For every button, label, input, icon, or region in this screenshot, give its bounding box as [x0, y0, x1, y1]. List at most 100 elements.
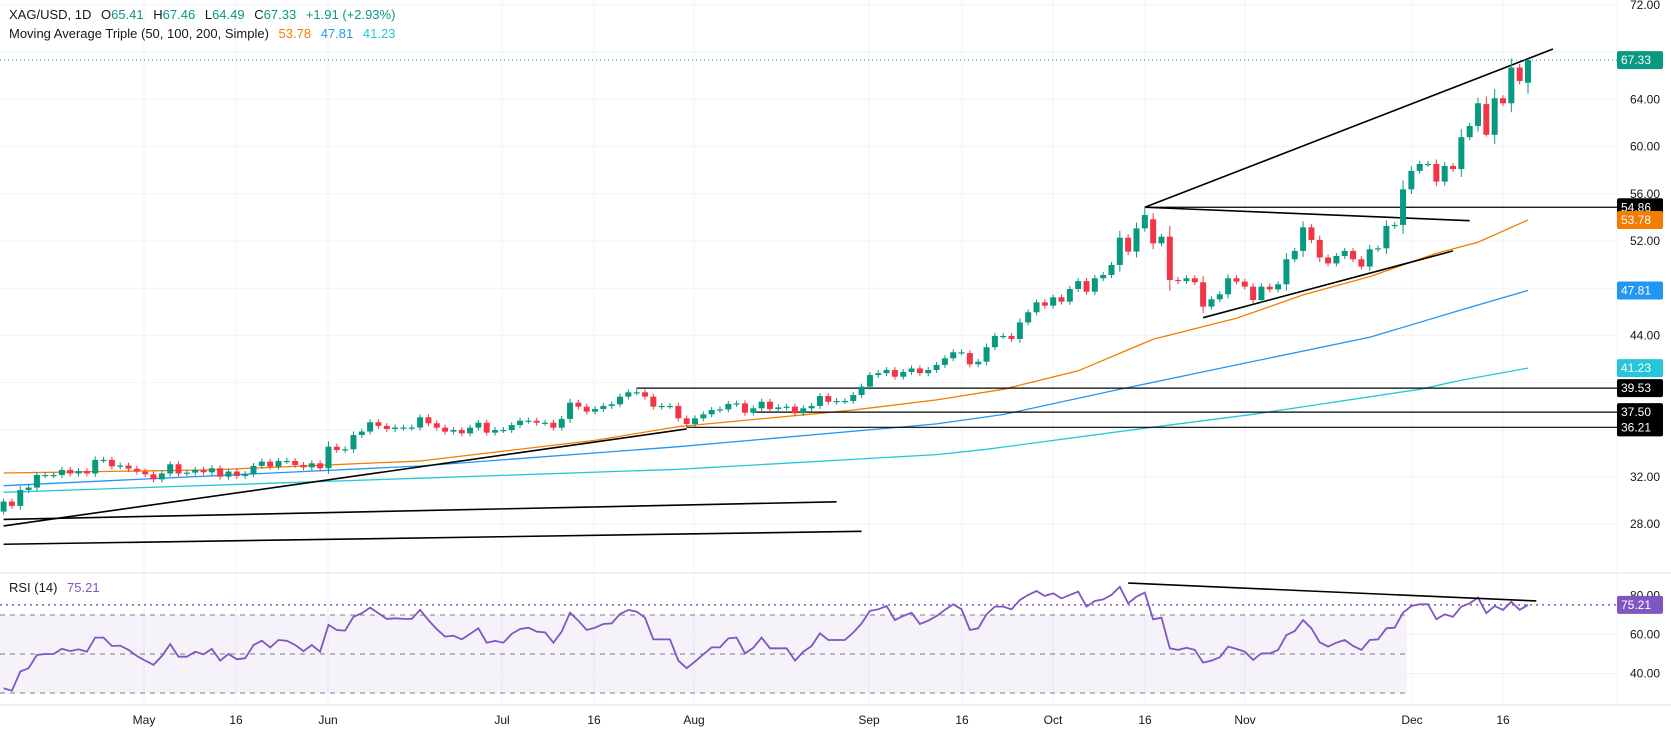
- candle: [375, 419, 382, 429]
- candle: [1058, 294, 1065, 305]
- candle: [908, 365, 915, 375]
- candle: [0, 498, 7, 515]
- candle: [1125, 234, 1132, 256]
- candle: [1316, 235, 1323, 262]
- candle: [525, 417, 532, 424]
- candle-body: [708, 409, 715, 415]
- candle: [483, 419, 490, 436]
- rsi-badge: [1617, 595, 1663, 614]
- time-axis-label: Sep: [858, 713, 880, 727]
- candle: [925, 367, 932, 377]
- candle-body: [1358, 259, 1365, 267]
- candle: [408, 424, 415, 431]
- candle-body: [617, 396, 624, 405]
- candle: [42, 472, 49, 478]
- candle: [650, 393, 657, 410]
- candle-body: [1275, 284, 1282, 290]
- candle: [667, 403, 673, 409]
- candle: [1516, 64, 1523, 85]
- candle: [425, 414, 432, 427]
- candle: [716, 406, 723, 413]
- candle: [267, 458, 274, 470]
- candle: [1450, 163, 1457, 172]
- candle: [183, 469, 190, 477]
- price-tick-label: 72.00: [1630, 0, 1660, 12]
- candle-body: [1250, 286, 1257, 300]
- candle-body: [525, 420, 532, 422]
- candle-body: [67, 469, 74, 474]
- candle: [100, 456, 107, 463]
- candle: [458, 427, 465, 437]
- candle-body: [192, 469, 199, 473]
- high-label: H: [153, 7, 163, 22]
- candle-body: [158, 473, 165, 480]
- candle-body: [1008, 335, 1015, 339]
- time-axis-label: 16: [1496, 713, 1510, 727]
- candle: [1108, 262, 1115, 278]
- candle: [1083, 278, 1090, 295]
- candle-body: [1175, 279, 1182, 282]
- candle: [433, 420, 440, 431]
- candle: [983, 343, 990, 366]
- candle: [67, 466, 74, 477]
- rsi-legend[interactable]: RSI (14) 75.21: [9, 580, 106, 595]
- candle-body: [1325, 257, 1332, 264]
- time-axis-label: Nov: [1234, 713, 1255, 727]
- candle: [1391, 222, 1398, 229]
- candle: [117, 462, 124, 470]
- candle-body: [1408, 170, 1415, 190]
- candle: [150, 471, 157, 483]
- candle: [292, 458, 299, 468]
- candle-body: [683, 418, 690, 425]
- price-badge-label: 54.86: [1621, 200, 1651, 214]
- candle: [533, 417, 540, 426]
- candle-body: [1300, 227, 1307, 251]
- candle: [350, 431, 357, 453]
- price-badge: [1617, 210, 1663, 229]
- candle-body: [275, 460, 282, 467]
- candle-body: [925, 369, 932, 374]
- candle-body: [1033, 302, 1040, 313]
- open-label: O: [100, 7, 112, 22]
- ma-title: Moving Average Triple (50, 100, 200, Sim…: [9, 26, 269, 41]
- candle-body: [308, 463, 315, 468]
- candle-body: [1433, 163, 1440, 182]
- candle: [733, 400, 740, 407]
- candle-body: [133, 468, 140, 472]
- candle: [1116, 230, 1123, 272]
- candle-body: [1133, 228, 1140, 252]
- candle-body: [1066, 289, 1073, 302]
- candle: [1358, 256, 1365, 270]
- candle-body: [1391, 224, 1398, 227]
- candle-body: [108, 459, 115, 467]
- candle-body: [558, 418, 565, 428]
- candle: [816, 393, 823, 409]
- ma-legend[interactable]: Moving Average Triple (50, 100, 200, Sim…: [9, 26, 401, 41]
- candle-body: [916, 368, 923, 374]
- candle-body: [1366, 249, 1373, 267]
- time-axis-label: Aug: [683, 713, 704, 727]
- candle-body: [150, 474, 157, 480]
- low-value: 64.49: [212, 7, 245, 22]
- candle: [1041, 299, 1048, 309]
- candle-body: [550, 422, 557, 428]
- candle-body: [517, 420, 524, 426]
- close-label: C: [254, 7, 264, 22]
- candle: [1400, 180, 1407, 234]
- candle: [825, 393, 832, 405]
- candle: [92, 456, 99, 477]
- candle-body: [1183, 278, 1190, 282]
- candle-body: [58, 469, 65, 475]
- candle: [633, 388, 640, 396]
- candle-body: [800, 408, 807, 414]
- candle: [75, 468, 82, 477]
- candle: [1175, 276, 1182, 285]
- candle-body: [400, 427, 407, 429]
- trendline: [1144, 206, 1470, 222]
- candle: [225, 468, 232, 480]
- candle: [1266, 283, 1273, 293]
- candle-body: [8, 501, 15, 506]
- candle-body: [608, 404, 615, 406]
- candle: [133, 465, 140, 475]
